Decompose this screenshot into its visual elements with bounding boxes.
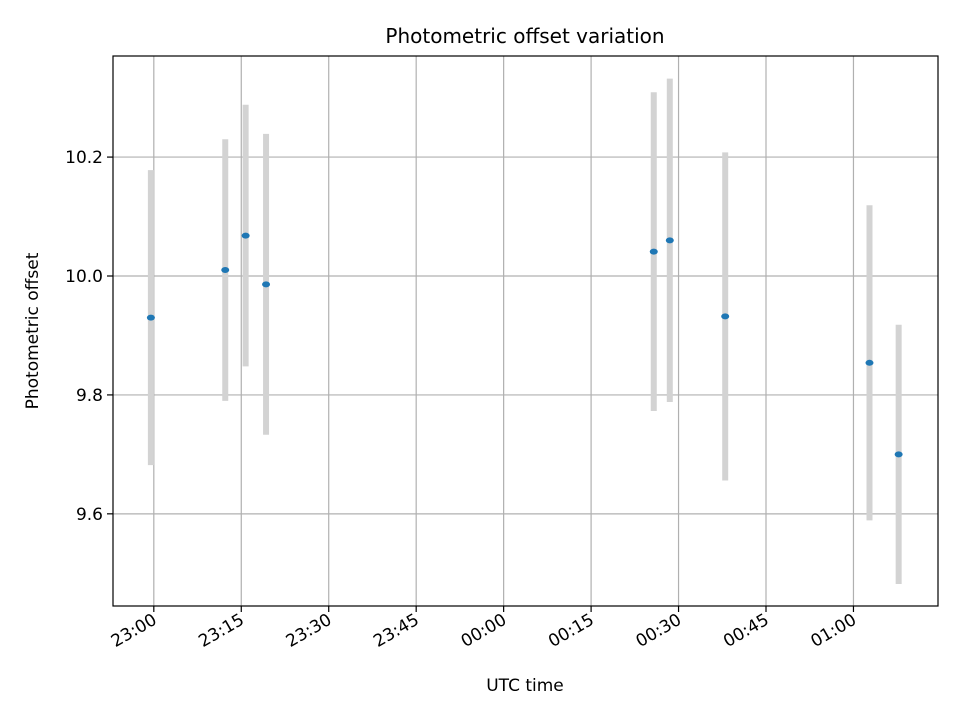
x-axis-label: UTC time (486, 676, 564, 696)
data-point (241, 232, 250, 239)
data-point (665, 237, 674, 244)
y-axis-label: Photometric offset (23, 252, 43, 409)
y-tick-label: 9.6 (76, 505, 103, 525)
data-point (146, 314, 155, 321)
chart-title: Photometric offset variation (385, 24, 664, 48)
data-point (721, 313, 730, 320)
plot-frame (112, 55, 939, 607)
data-point (221, 267, 230, 274)
y-axis: 9.6 9.8 10.0 10.2 (65, 148, 113, 525)
data-point (262, 281, 271, 288)
data-point (865, 359, 874, 366)
data-points (146, 232, 903, 458)
y-tick-label: 9.8 (76, 386, 103, 406)
y-tick-label: 10.2 (65, 148, 103, 168)
data-point (649, 248, 658, 255)
grid (113, 56, 938, 606)
y-tick-label: 10.0 (65, 267, 103, 287)
data-point (894, 451, 903, 458)
